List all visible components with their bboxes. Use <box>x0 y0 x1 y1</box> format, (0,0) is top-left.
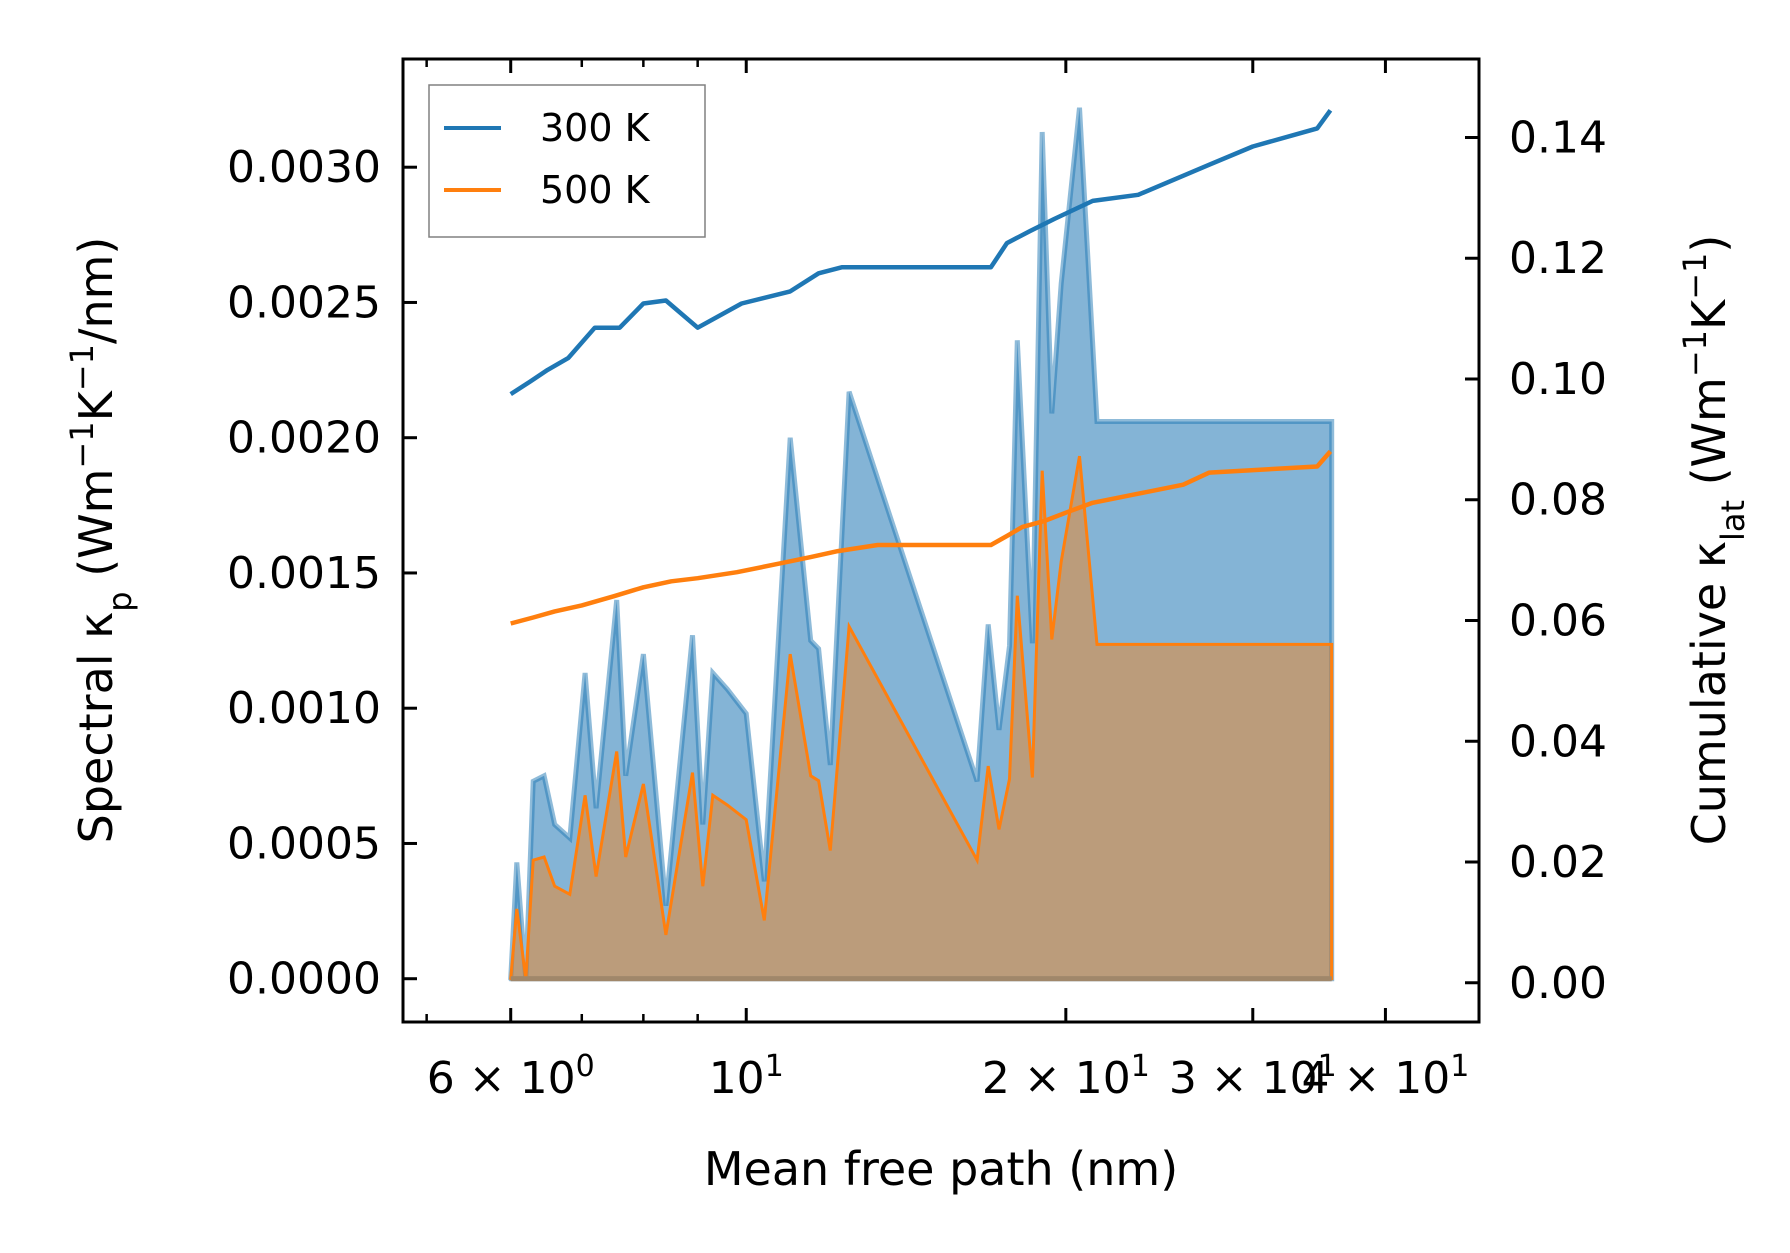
y-tick-label: 0.0000 <box>227 954 381 1005</box>
cumulative-500k-line <box>510 449 1333 626</box>
y-tick-label: 0.0005 <box>227 818 381 869</box>
y2-tick-label: 0.04 <box>1509 716 1607 767</box>
y-tick-label: 0.0020 <box>227 413 381 464</box>
plot-content <box>508 107 1335 982</box>
x-tick-label: 4 × 101 <box>1301 1049 1469 1105</box>
spectral-300k-area <box>508 107 1335 982</box>
legend-box <box>428 84 706 238</box>
x-tick-label: 3 × 101 <box>1169 1049 1337 1105</box>
y-tick-label: 0.0030 <box>227 142 381 193</box>
legend: 300 K 500 K <box>428 84 706 238</box>
y-tick-label: 0.0025 <box>227 277 381 328</box>
y2-tick-label: 0.12 <box>1509 233 1607 284</box>
cumulative-300k-line <box>509 108 1333 396</box>
y2-tick-label: 0.06 <box>1509 595 1607 646</box>
spectral-500k-area <box>509 455 1334 981</box>
y2-tick-label: 0.00 <box>1509 958 1607 1009</box>
y2-tick-label: 0.02 <box>1509 837 1607 888</box>
y-tick-label: 0.0015 <box>227 548 381 599</box>
plot-frame <box>401 57 1481 1024</box>
x-tick-label: 2 × 101 <box>982 1049 1150 1105</box>
y-tick-label: 0.0010 <box>227 683 381 734</box>
y2-tick-label: 0.10 <box>1509 354 1607 405</box>
x-tick-label: 6 × 100 <box>427 1049 595 1105</box>
legend-label-500k: 500 K <box>540 168 651 212</box>
y2-tick-label: 0.14 <box>1509 112 1607 163</box>
x-axis-title: Mean free path (nm) <box>704 1142 1178 1196</box>
legend-label-300k: 300 K <box>540 106 651 150</box>
y2-tick-label: 0.08 <box>1509 475 1607 526</box>
axis-ticks: 0.0000 0.0005 0.0010 0.0015 0.0020 0.0025 0.00… <box>227 59 1607 1104</box>
